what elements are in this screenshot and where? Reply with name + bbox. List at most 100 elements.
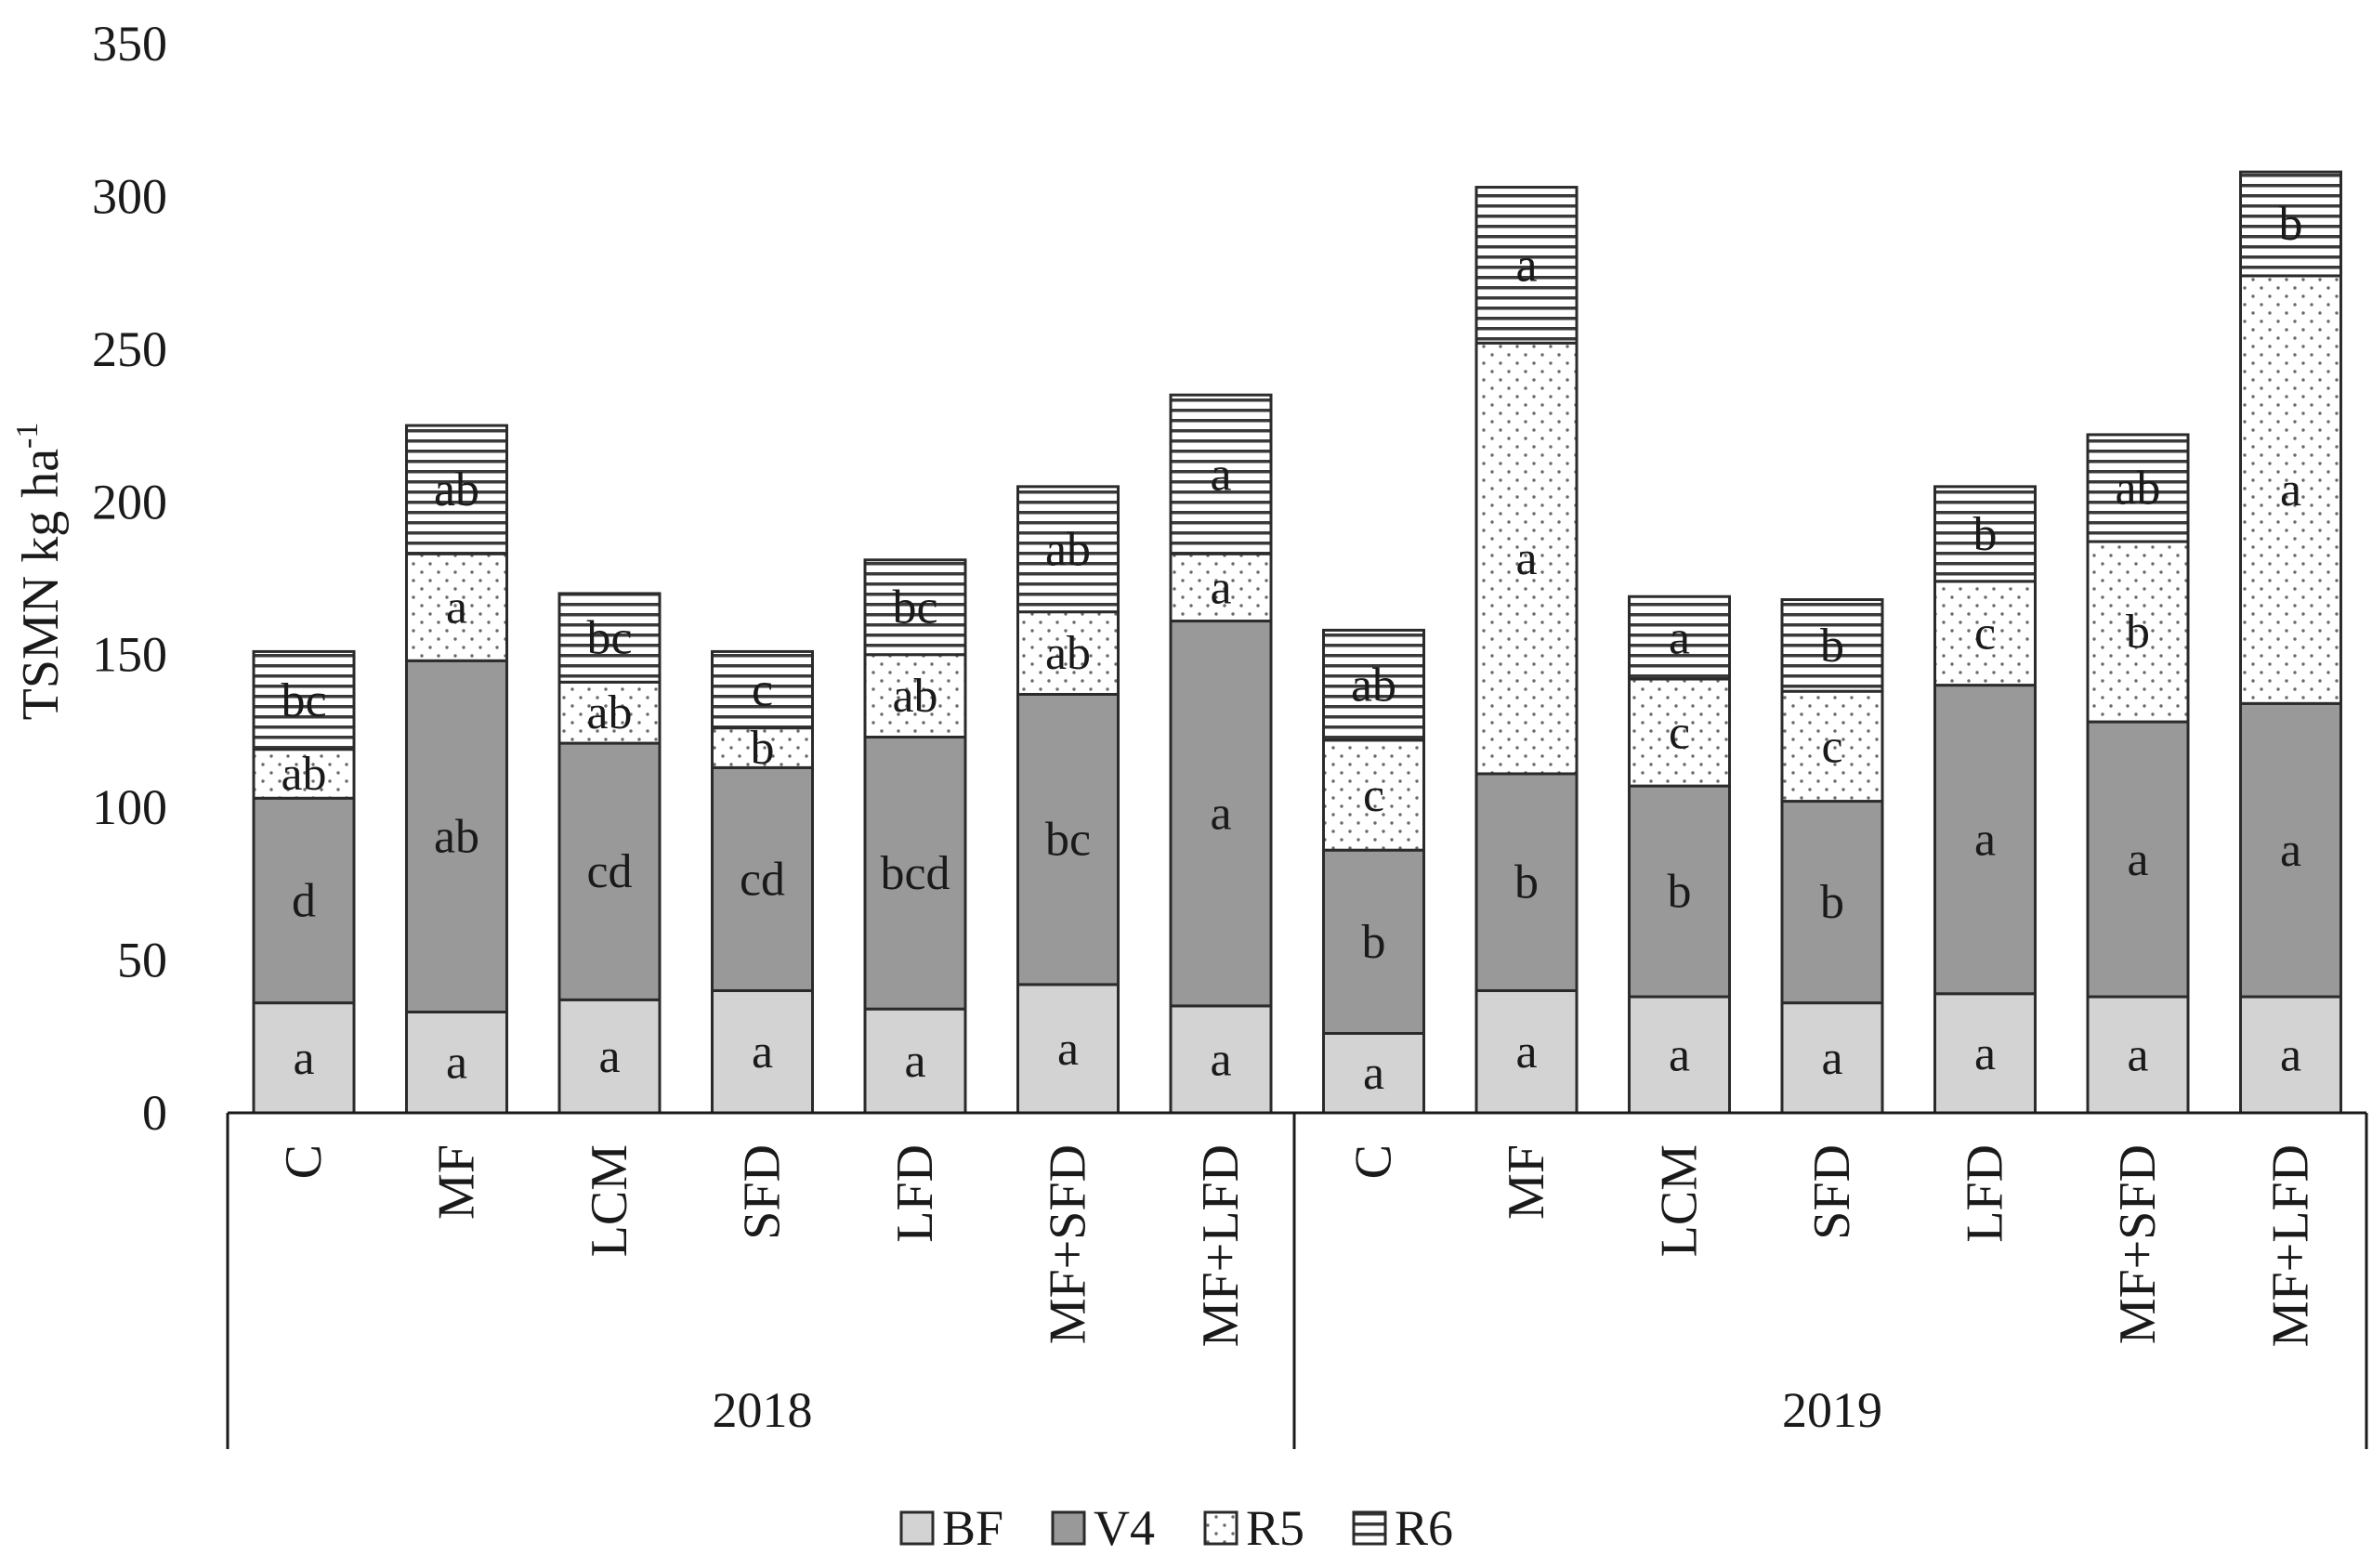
- bar-segment-r6: [557, 592, 662, 684]
- bar-segment-v4: [1322, 848, 1425, 1035]
- segment-significance-label: ab: [1045, 627, 1091, 680]
- bar-segment-bf: [252, 1001, 356, 1115]
- bar-segment-r5: [2239, 274, 2342, 705]
- segment-significance-label: a: [1210, 449, 1231, 502]
- legend-swatch-r5: [1203, 1510, 1238, 1546]
- segment-significance-label: b: [1362, 916, 1386, 969]
- bar-segment-bf: [1933, 992, 2037, 1115]
- bar-segment-r6: [863, 558, 967, 657]
- segment-significance-label: a: [2127, 833, 2148, 886]
- bar-segment-v4: [252, 796, 356, 1005]
- bar-segment-v4: [1628, 784, 1731, 999]
- legend: BF V4 R5 R6: [899, 1500, 1453, 1556]
- x-category-label: MF+LFD: [2262, 1144, 2320, 1347]
- segment-significance-label: a: [1363, 1047, 1384, 1100]
- segment-significance-label: a: [2280, 1029, 2301, 1082]
- bar-segment-r5: [1016, 610, 1120, 696]
- x-category-label: SFD: [1803, 1144, 1861, 1240]
- bar-segment-v4: [405, 659, 508, 1013]
- bar-segment-bf: [2086, 995, 2190, 1115]
- bars: [252, 170, 2342, 1115]
- bar-segment-r6: [405, 424, 508, 555]
- x-category-label: MF+SFD: [2109, 1144, 2167, 1344]
- legend-label: R5: [1246, 1500, 1304, 1556]
- bar-segment-r6: [1322, 628, 1425, 742]
- x-category-label: MF+LFD: [1192, 1144, 1250, 1347]
- segment-significance-label: c: [1669, 707, 1690, 760]
- segment-significance-label: c: [1363, 769, 1384, 822]
- segment-significance-label: a: [1974, 1027, 1996, 1080]
- segment-significance-label: a: [1210, 1033, 1231, 1086]
- y-tick-label: 150: [92, 627, 167, 683]
- x-category-label: MF: [1498, 1144, 1555, 1220]
- segment-significance-label: ab: [434, 810, 479, 863]
- x-category-label: SFD: [734, 1144, 792, 1240]
- segment-significance-label: b: [2126, 606, 2150, 659]
- bar-segment-r6: [1474, 186, 1579, 345]
- bar-segment-r6: [1628, 595, 1731, 681]
- bar-segment-r6: [1933, 485, 2037, 583]
- bar-segment-v4: [1474, 772, 1579, 992]
- legend-swatch-r6: [1352, 1510, 1387, 1546]
- segment-significance-label: a: [293, 1032, 314, 1085]
- segment-significance-label: a: [2280, 464, 2301, 516]
- segment-significance-label: a: [1057, 1023, 1079, 1076]
- segment-significance-label: a: [1669, 1029, 1690, 1082]
- segment-significance-label: ab: [434, 464, 479, 516]
- segment-significance-label: a: [2280, 824, 2301, 877]
- segment-significance-label: a: [598, 1030, 620, 1083]
- segment-significance-label: b: [1820, 620, 1844, 673]
- segment-significance-label: bcd: [880, 847, 950, 900]
- legend-label: V4: [1094, 1500, 1155, 1556]
- segment-significance-label: b: [2279, 198, 2303, 251]
- x-category-label: C: [1345, 1144, 1403, 1179]
- x-group-label: 2019: [1782, 1382, 1882, 1438]
- x-category-label: LFD: [1957, 1144, 2014, 1243]
- bar-segment-r6: [252, 649, 356, 751]
- segment-significance-label: b: [1514, 856, 1539, 909]
- segment-significance-label: bc: [892, 581, 937, 634]
- bar-segment-r5: [557, 680, 662, 745]
- segment-significance-label: cd: [740, 853, 785, 906]
- segment-significance-label: cd: [586, 845, 632, 898]
- segment-significance-label: ab: [1045, 523, 1091, 576]
- y-axis: 0 50 100 150 200 250 300 350: [92, 16, 167, 1141]
- bar-segment-r5: [405, 552, 508, 662]
- segment-significance-label: a: [1515, 532, 1537, 585]
- segment-significance-label: b: [1668, 866, 1692, 919]
- segment-significance-label: a: [446, 581, 467, 634]
- y-axis-title: TSMN kg ha-1: [10, 423, 70, 721]
- segment-significance-label: a: [1669, 612, 1690, 665]
- bar-segment-v4: [557, 741, 662, 1001]
- x-category-label: MF+SFD: [1040, 1144, 1097, 1344]
- bar-segment-v4: [863, 736, 967, 1011]
- segment-significance-label: c: [752, 664, 773, 717]
- bar-segment-v4: [1169, 620, 1273, 1008]
- segment-significance-label: bc: [281, 674, 326, 727]
- bar-segment-r5: [1933, 580, 2037, 687]
- bar-segment-r6: [2086, 433, 2190, 543]
- bar-segment-r6: [711, 649, 814, 730]
- segment-significance-label: bc: [586, 612, 632, 665]
- bar-segment-v4: [2086, 720, 2190, 999]
- bar-segment-r6: [1169, 393, 1273, 555]
- bar-segment-r5: [863, 653, 967, 739]
- segment-significance-label: ab: [1351, 660, 1396, 712]
- y-tick-label: 50: [117, 933, 167, 988]
- bar-segment-r6: [2239, 170, 2342, 278]
- segment-significance-label: a: [446, 1037, 467, 1090]
- bar-segment-bf: [1322, 1031, 1425, 1115]
- y-tick-label: 0: [142, 1085, 167, 1141]
- segment-labels: adabbcaabaabacdabbcacdbcabcdabbcabcababa…: [281, 198, 2302, 1100]
- segment-significance-label: a: [752, 1026, 773, 1078]
- segment-significance-label: a: [1515, 239, 1537, 292]
- bar-segment-bf: [863, 1007, 967, 1115]
- segment-significance-label: b: [751, 722, 775, 775]
- x-axis: C MF LCM SFD LFD MF+SFD MF+LFD C MF LCM SFD LFD MF+S…: [226, 1111, 2368, 1449]
- segment-significance-label: b: [1973, 508, 1998, 561]
- bar-segment-bf: [1016, 983, 1120, 1115]
- segment-significance-label: b: [1820, 876, 1844, 929]
- segment-significance-label: bc: [1045, 814, 1091, 867]
- y-tick-label: 300: [92, 168, 167, 224]
